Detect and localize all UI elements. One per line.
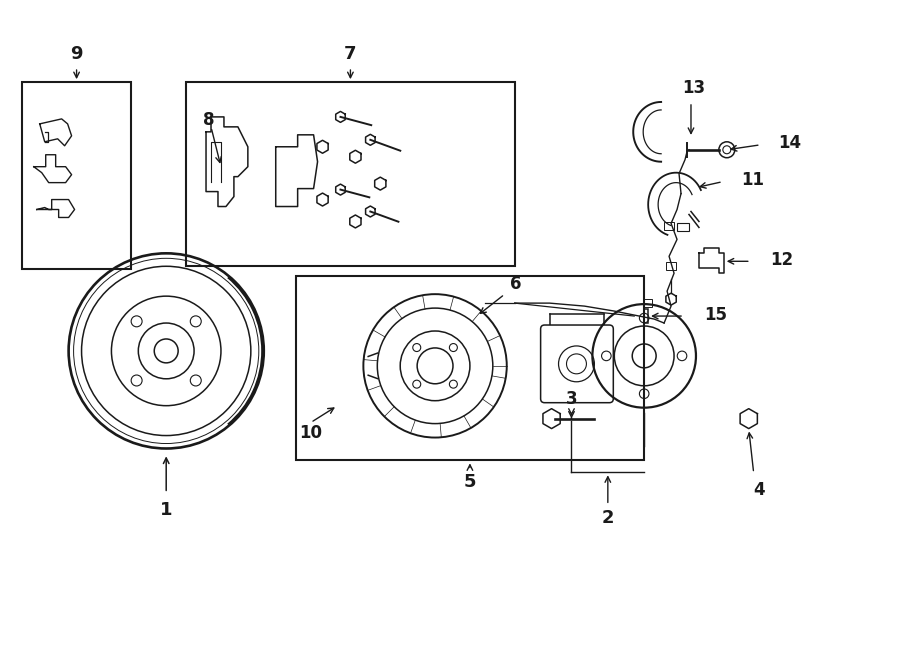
FancyBboxPatch shape: [541, 325, 613, 403]
Bar: [509, 297, 519, 310]
Bar: [296, 276, 644, 461]
Text: 6: 6: [509, 275, 521, 293]
Text: 14: 14: [778, 134, 802, 152]
Bar: [186, 82, 515, 266]
Text: 9: 9: [70, 45, 83, 63]
Text: 5: 5: [464, 473, 476, 491]
Text: 11: 11: [741, 171, 764, 188]
Bar: [22, 82, 131, 269]
Text: 10: 10: [299, 424, 322, 442]
Text: 4: 4: [753, 481, 764, 499]
Text: 1: 1: [160, 501, 173, 520]
Bar: [643, 299, 652, 307]
Text: 13: 13: [682, 79, 706, 97]
Text: 3: 3: [566, 390, 577, 408]
Bar: [666, 262, 676, 270]
Bar: [664, 223, 674, 231]
Text: 7: 7: [344, 45, 356, 63]
Bar: [677, 223, 689, 231]
Text: 2: 2: [601, 509, 614, 527]
Bar: [634, 309, 648, 323]
Text: 8: 8: [203, 111, 215, 129]
Text: 12: 12: [770, 251, 794, 269]
Text: 15: 15: [704, 306, 727, 324]
